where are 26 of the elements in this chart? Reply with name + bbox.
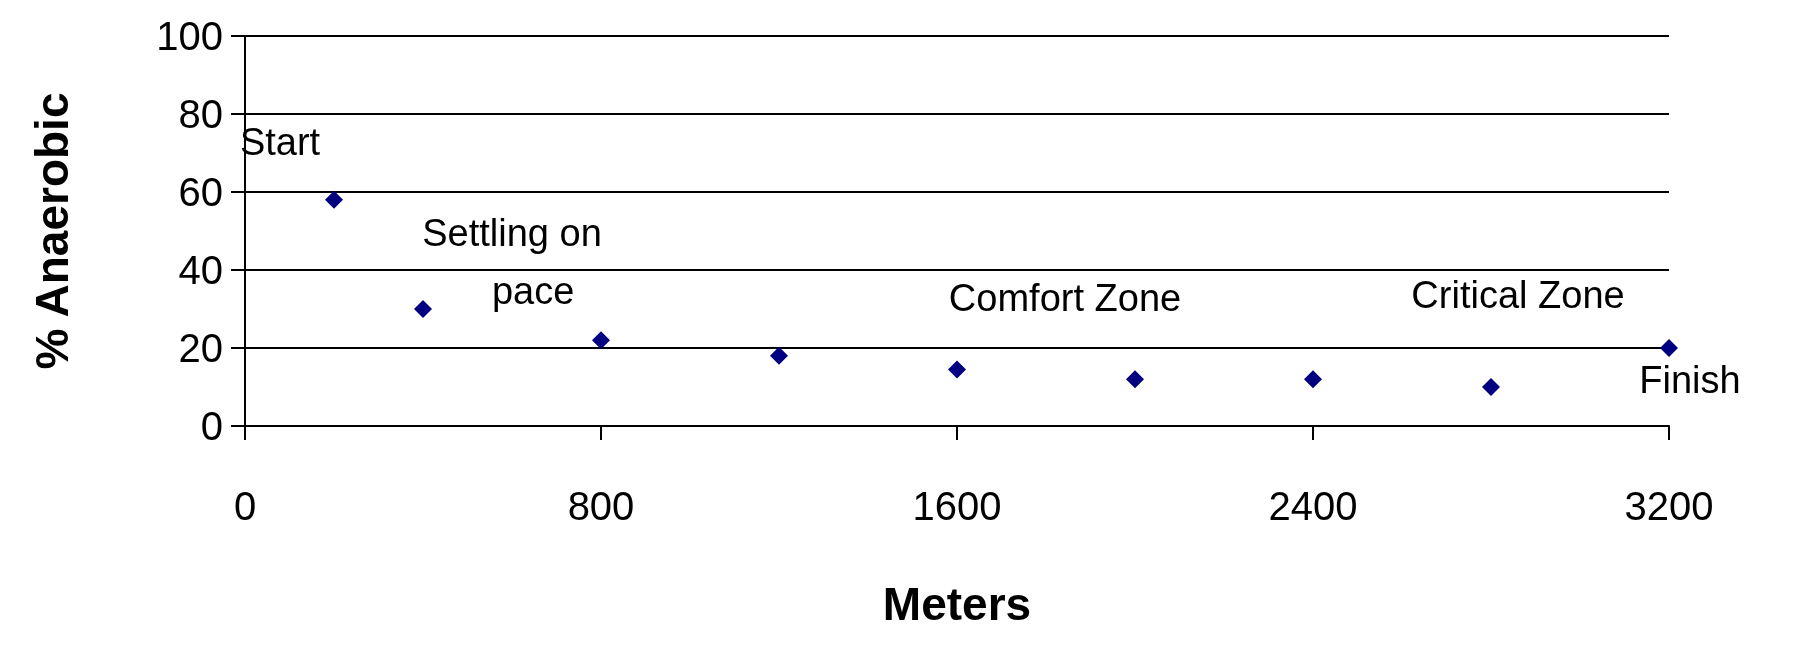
y-tick-label: 60 [178, 170, 223, 214]
annotation: Settling on pace [422, 212, 602, 312]
point [325, 190, 343, 209]
point [770, 346, 788, 365]
y-tick-label: 80 [178, 92, 223, 136]
annotation: Critical Zone [1411, 274, 1625, 316]
y-tick-label: 100 [156, 14, 223, 58]
x-tick-label: 3200 [1624, 484, 1714, 528]
y-tick-label: 0 [200, 404, 223, 448]
x-tick-label: 800 [567, 484, 635, 528]
point [948, 360, 966, 379]
y-axis-title: % Anaerobic [26, 92, 78, 370]
y-tick-label: 20 [178, 326, 223, 370]
point [592, 331, 610, 350]
annotation: Comfort Zone [948, 277, 1182, 319]
point [1304, 370, 1322, 389]
x-tick-label: 1600 [912, 484, 1002, 528]
x-axis-title: Meters [882, 578, 1032, 630]
x-tick-label: 2400 [1268, 484, 1358, 528]
point [1482, 378, 1500, 396]
y-tick-label: 40 [178, 248, 223, 292]
point [1126, 370, 1144, 389]
annotation: Finish [1639, 359, 1741, 401]
point [414, 300, 432, 318]
point [1660, 339, 1678, 357]
x-tick-label: 0 [233, 484, 257, 528]
